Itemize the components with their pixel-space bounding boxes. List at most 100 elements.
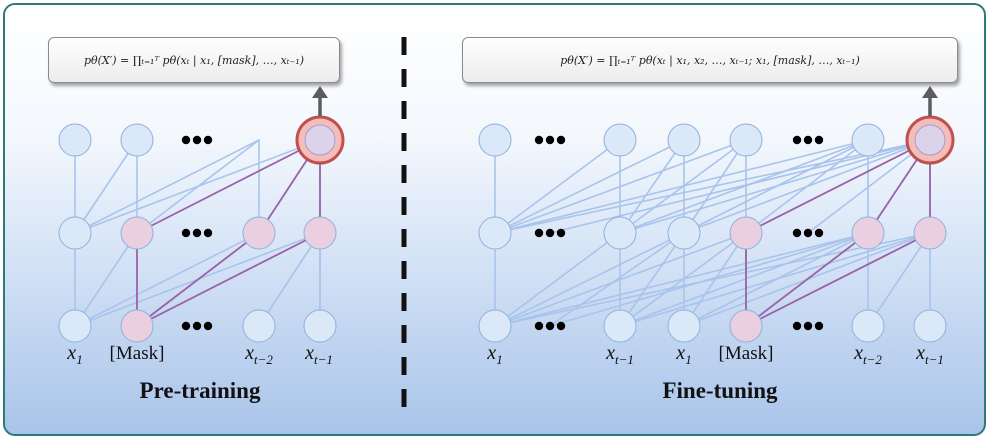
ellipsis-dot — [534, 321, 544, 331]
attention-edge — [136, 139, 260, 234]
input-node — [603, 309, 637, 343]
ellipsis-dot — [556, 135, 566, 145]
masked-node-mid — [851, 216, 885, 250]
attention-edge — [549, 232, 869, 327]
hidden-node-top — [729, 123, 763, 157]
target-node — [304, 124, 336, 156]
attention-edge — [619, 139, 685, 234]
attention-edge — [494, 232, 621, 327]
hidden-node-mid — [58, 216, 92, 250]
hidden-node-mid — [603, 216, 637, 250]
input-node — [303, 309, 337, 343]
attention-edge — [683, 232, 869, 327]
attention-edge — [807, 139, 931, 234]
attention-edge — [74, 232, 138, 327]
label-xt1-a: xt−1 — [606, 342, 634, 367]
ellipsis-dot — [803, 228, 813, 238]
attention-edge — [494, 139, 931, 234]
attention-edge — [683, 139, 747, 234]
ellipsis-dot — [181, 321, 191, 331]
ellipsis-dot — [192, 321, 202, 331]
attention-edge — [494, 139, 621, 234]
attention-edge — [494, 232, 869, 327]
label-x1-a: x1 — [487, 342, 503, 367]
input-node — [851, 309, 885, 343]
ellipsis-dot — [803, 135, 813, 145]
ellipsis-dot — [814, 135, 824, 145]
attention-edge — [619, 139, 869, 234]
ellipsis-dot — [192, 135, 202, 145]
ellipsis-dot — [556, 228, 566, 238]
attention-edge-masked — [136, 232, 260, 327]
attention-edge — [683, 232, 747, 327]
hidden-node-mid — [667, 216, 701, 250]
hidden-node-top — [120, 123, 154, 157]
ellipsis-dot — [556, 321, 566, 331]
ellipsis-dot — [203, 321, 213, 331]
attention-edge — [494, 232, 685, 327]
ellipsis-dot — [545, 321, 555, 331]
attention-edge-masked — [136, 232, 321, 327]
attention-edge-masked — [745, 232, 869, 327]
hidden-node-top — [478, 123, 512, 157]
pretraining-formula: pθ(X′) = ∏ₜ₌₁ᵀ pθ(xₜ | x₁, [mask], …, xₜ… — [48, 37, 340, 83]
ellipsis-dot — [203, 135, 213, 145]
label-mask-right: [Mask] — [718, 343, 774, 364]
input-node — [667, 309, 701, 343]
hidden-node-mid — [478, 216, 512, 250]
label-xt1: xt−1 — [305, 342, 333, 367]
masked-node-mid — [120, 216, 154, 250]
hidden-node-top — [603, 123, 637, 157]
decorations — [312, 37, 938, 420]
input-node — [913, 309, 947, 343]
ellipsis-dot — [803, 321, 813, 331]
ellipsis-dot — [792, 135, 802, 145]
masked-node-mid — [242, 216, 276, 250]
attention-edge — [745, 139, 869, 234]
target-node — [914, 124, 946, 156]
mask-input-node — [729, 309, 763, 343]
ellipsis-dot — [534, 228, 544, 238]
attention-edge — [494, 139, 869, 234]
attention-edge — [867, 232, 931, 327]
up-arrow-icon — [922, 86, 938, 98]
hidden-node-top — [851, 123, 885, 157]
ellipsis-dot — [814, 228, 824, 238]
ellipsis-dot — [792, 228, 802, 238]
input-node — [58, 309, 92, 343]
attention-edge-masked — [745, 139, 931, 234]
label-x1: x1 — [67, 342, 83, 367]
masked-node-mid — [729, 216, 763, 250]
mask-input-node — [120, 309, 154, 343]
attention-edge — [619, 232, 747, 327]
masked-node-mid — [303, 216, 337, 250]
attention-edge — [494, 139, 685, 234]
ellipsis-dot — [181, 135, 191, 145]
hidden-node-top — [58, 123, 92, 157]
ellipsis-dot — [181, 228, 191, 238]
nodes — [58, 115, 955, 343]
finetuning-title: Fine-tuning — [662, 378, 778, 403]
attention-edge-masked — [136, 139, 321, 234]
ellipsis-dot — [203, 228, 213, 238]
input-node — [478, 309, 512, 343]
ellipsis-dot — [192, 228, 202, 238]
label-xt2: xt−2 — [245, 342, 273, 367]
label-xt2-right: xt−2 — [854, 342, 882, 367]
pretraining-title: Pre-training — [139, 378, 261, 403]
ellipsis-dot — [792, 321, 802, 331]
attention-edge — [619, 232, 685, 327]
attention-edge — [74, 232, 260, 327]
ellipsis-dot — [534, 135, 544, 145]
attention-edge — [683, 139, 869, 234]
attention-edge — [74, 139, 138, 234]
input-node — [242, 309, 276, 343]
ellipsis-dot — [545, 228, 555, 238]
attention-edge — [549, 232, 685, 327]
attention-edge — [619, 232, 869, 327]
finetuning-formula: pθ(X′) = ∏ₜ₌₁ᵀ pθ(xₜ | x₁, x₂, …, xₜ₋₁; … — [462, 37, 958, 83]
up-arrow-icon — [312, 86, 328, 98]
attention-edge-masked — [745, 232, 931, 327]
attention-edge — [619, 139, 747, 234]
attention-edge — [494, 232, 931, 327]
